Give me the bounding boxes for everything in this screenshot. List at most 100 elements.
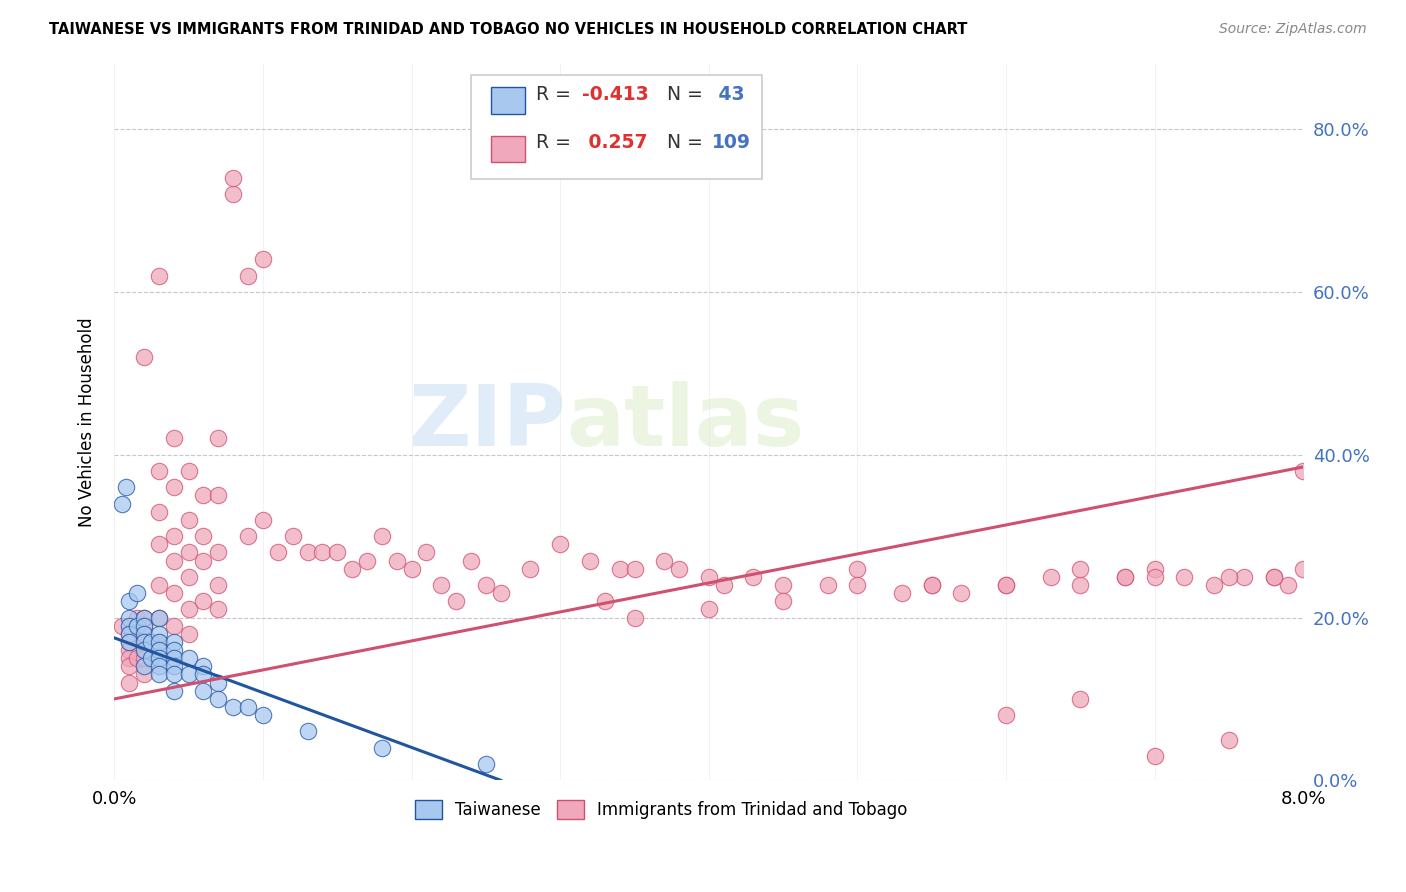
Point [207,545,229,559]
Point [371,740,394,755]
Point [132,618,155,632]
Point [519,562,541,576]
Point [207,602,229,616]
Text: N =: N = [655,133,709,153]
Point [623,610,645,624]
Point [401,562,423,576]
Point [1173,570,1195,584]
Point [489,586,512,600]
Text: R =: R = [537,133,578,153]
Point [132,643,155,657]
Point [132,610,155,624]
Point [118,651,141,665]
Y-axis label: No Vehicles in Household: No Vehicles in Household [79,318,96,527]
Point [713,578,735,592]
Point [921,578,943,592]
Point [1204,578,1226,592]
Point [141,651,163,665]
Point [1277,578,1299,592]
Point [118,610,141,624]
Point [148,505,170,519]
Bar [491,136,524,162]
Point [356,553,378,567]
Point [163,659,186,673]
Text: 43: 43 [713,85,745,104]
Point [697,602,720,616]
Point [163,553,186,567]
Point [772,594,794,608]
Point [132,651,155,665]
Point [222,700,245,714]
Point [995,578,1018,592]
Point [846,562,869,576]
Point [193,594,215,608]
Point [1143,570,1166,584]
Point [148,610,170,624]
Point [148,578,170,592]
Point [163,651,186,665]
Point [148,667,170,681]
Point [132,635,155,649]
Point [1039,570,1062,584]
Text: 109: 109 [713,133,751,153]
Point [132,659,155,673]
Point [207,432,229,446]
Point [163,643,186,657]
Point [1114,570,1136,584]
Legend: Taiwanese, Immigrants from Trinidad and Tobago: Taiwanese, Immigrants from Trinidad and … [408,793,914,826]
Point [207,675,229,690]
Point [1218,570,1240,584]
Point [125,586,148,600]
Point [148,635,170,649]
Point [1114,570,1136,584]
Point [177,667,200,681]
Point [652,553,675,567]
Point [132,610,155,624]
Point [995,708,1018,723]
Point [297,724,319,739]
Point [177,545,200,559]
Point [742,570,765,584]
Point [177,651,200,665]
Point [921,578,943,592]
Point [207,692,229,706]
Point [118,643,141,657]
Point [148,537,170,551]
Point [222,187,245,202]
Point [193,529,215,543]
Point [1233,570,1256,584]
Point [193,659,215,673]
Point [1292,464,1315,478]
Point [371,529,394,543]
Point [1143,562,1166,576]
Point [163,683,186,698]
Point [772,578,794,592]
Point [132,618,155,632]
Point [311,545,333,559]
Point [252,513,274,527]
FancyBboxPatch shape [471,75,762,178]
Point [163,586,186,600]
Text: 0.257: 0.257 [582,133,647,153]
Point [668,562,690,576]
Text: R =: R = [537,85,578,104]
Point [236,529,259,543]
Point [281,529,304,543]
Point [132,667,155,681]
Point [118,627,141,641]
Point [115,480,138,494]
Point [1143,748,1166,763]
Point [177,602,200,616]
Point [891,586,914,600]
Point [148,610,170,624]
Point [118,627,141,641]
Point [177,627,200,641]
Point [118,618,141,632]
Point [148,635,170,649]
Point [340,562,363,576]
Text: ZIP: ZIP [408,381,567,464]
Point [252,708,274,723]
Point [111,618,134,632]
Text: -0.413: -0.413 [582,85,648,104]
Text: TAIWANESE VS IMMIGRANTS FROM TRINIDAD AND TOBAGO NO VEHICLES IN HOUSEHOLD CORREL: TAIWANESE VS IMMIGRANTS FROM TRINIDAD AN… [49,22,967,37]
